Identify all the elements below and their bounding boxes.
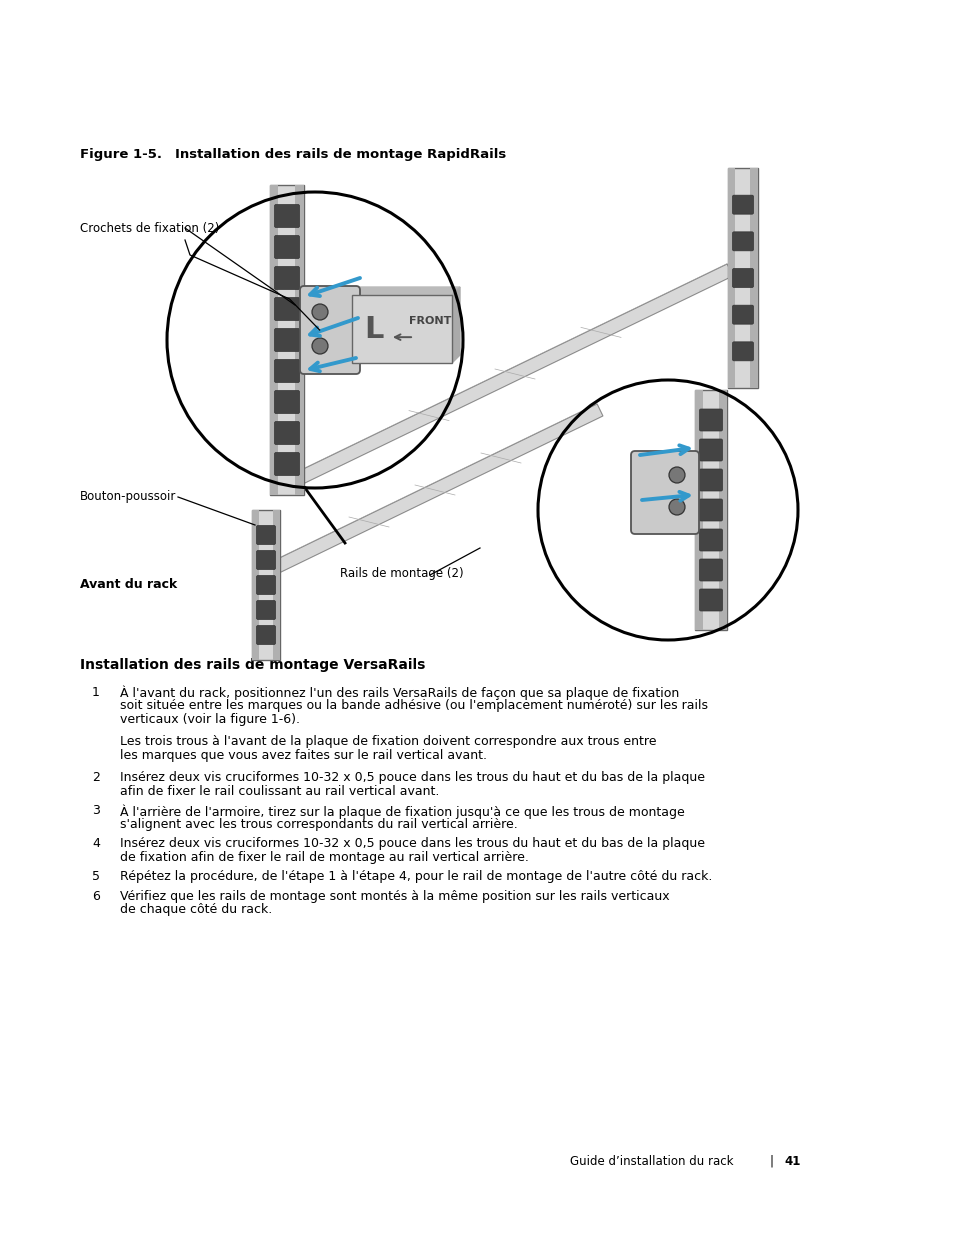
Text: Vérifiez que les rails de montage sont montés à la même position sur les rails v: Vérifiez que les rails de montage sont m… — [120, 890, 669, 903]
Text: À l'arrière de l'armoire, tirez sur la plaque de fixation jusqu'à ce que les tro: À l'arrière de l'armoire, tirez sur la p… — [120, 804, 684, 819]
FancyBboxPatch shape — [299, 287, 359, 374]
Bar — [750, 168, 758, 388]
Circle shape — [312, 304, 328, 320]
FancyBboxPatch shape — [256, 526, 275, 545]
FancyBboxPatch shape — [732, 232, 753, 251]
Bar — [719, 390, 726, 630]
Circle shape — [312, 338, 328, 354]
Text: Rails de montage (2): Rails de montage (2) — [339, 567, 463, 580]
Text: 1: 1 — [92, 685, 100, 699]
Text: Installation des rails de montage VersaRails: Installation des rails de montage VersaR… — [80, 658, 425, 672]
Polygon shape — [352, 287, 459, 295]
FancyBboxPatch shape — [256, 625, 275, 645]
FancyBboxPatch shape — [732, 195, 753, 214]
Text: verticaux (voir la figure 1-6).: verticaux (voir la figure 1-6). — [120, 713, 299, 726]
Bar — [273, 510, 280, 659]
FancyBboxPatch shape — [699, 409, 721, 431]
Text: L: L — [364, 315, 383, 343]
Text: FRONT: FRONT — [409, 316, 451, 326]
FancyBboxPatch shape — [256, 551, 275, 569]
Bar — [252, 510, 280, 659]
Text: Installation des rails de montage RapidRails: Installation des rails de montage RapidR… — [174, 148, 506, 161]
Polygon shape — [267, 404, 602, 576]
Text: de chaque côté du rack.: de chaque côté du rack. — [120, 904, 272, 916]
Polygon shape — [265, 404, 597, 569]
Polygon shape — [294, 264, 726, 477]
Text: Guide d’installation du rack: Guide d’installation du rack — [569, 1155, 733, 1168]
Text: Avant du rack: Avant du rack — [80, 578, 177, 592]
Text: 6: 6 — [92, 890, 100, 903]
FancyBboxPatch shape — [274, 205, 299, 227]
Circle shape — [668, 467, 684, 483]
FancyBboxPatch shape — [699, 469, 721, 492]
FancyBboxPatch shape — [274, 298, 299, 321]
Text: de fixation afin de fixer le rail de montage au rail vertical arrière.: de fixation afin de fixer le rail de mon… — [120, 851, 528, 864]
FancyBboxPatch shape — [274, 421, 299, 445]
FancyBboxPatch shape — [732, 342, 753, 361]
FancyBboxPatch shape — [732, 305, 753, 324]
FancyBboxPatch shape — [256, 600, 275, 620]
Polygon shape — [452, 287, 459, 363]
FancyBboxPatch shape — [274, 359, 299, 383]
FancyBboxPatch shape — [699, 559, 721, 580]
Text: Répétez la procédure, de l'étape 1 à l'étape 4, pour le rail de montage de l'aut: Répétez la procédure, de l'étape 1 à l'é… — [120, 871, 712, 883]
Text: Insérez deux vis cruciformes 10-32 x 0,5 pouce dans les trous du haut et du bas : Insérez deux vis cruciformes 10-32 x 0,5… — [120, 772, 704, 784]
FancyBboxPatch shape — [274, 390, 299, 414]
Text: 4: 4 — [92, 837, 100, 851]
Bar — [727, 168, 758, 388]
FancyBboxPatch shape — [699, 589, 721, 611]
Text: soit située entre les marques ou la bande adhésive (ou l'emplacement numéroté) s: soit située entre les marques ou la band… — [120, 699, 707, 713]
FancyBboxPatch shape — [352, 295, 452, 363]
FancyBboxPatch shape — [699, 529, 721, 551]
Polygon shape — [296, 264, 732, 484]
FancyBboxPatch shape — [274, 452, 299, 475]
FancyBboxPatch shape — [274, 267, 299, 289]
FancyBboxPatch shape — [732, 268, 753, 288]
FancyBboxPatch shape — [699, 438, 721, 461]
Bar — [695, 390, 702, 630]
Text: Insérez deux vis cruciformes 10-32 x 0,5 pouce dans les trous du haut et du bas : Insérez deux vis cruciformes 10-32 x 0,5… — [120, 837, 704, 851]
Text: 41: 41 — [783, 1155, 800, 1168]
Bar — [727, 168, 735, 388]
Circle shape — [668, 499, 684, 515]
Text: À l'avant du rack, positionnez l'un des rails VersaRails de façon que sa plaque : À l'avant du rack, positionnez l'un des … — [120, 685, 679, 700]
Text: 3: 3 — [92, 804, 100, 818]
Text: Les trois trous à l'avant de la plaque de fixation doivent correspondre aux trou: Les trois trous à l'avant de la plaque d… — [120, 736, 656, 748]
FancyBboxPatch shape — [256, 576, 275, 594]
Text: s'alignent avec les trous correspondants du rail vertical arrière.: s'alignent avec les trous correspondants… — [120, 818, 517, 831]
FancyBboxPatch shape — [274, 329, 299, 352]
FancyBboxPatch shape — [630, 451, 699, 534]
Text: |: | — [769, 1155, 773, 1168]
FancyBboxPatch shape — [274, 236, 299, 258]
Bar — [252, 510, 258, 659]
Text: les marques que vous avez faites sur le rail vertical avant.: les marques que vous avez faites sur le … — [120, 748, 486, 762]
Text: 5: 5 — [91, 871, 100, 883]
Text: Crochets de fixation (2): Crochets de fixation (2) — [80, 222, 219, 235]
Text: Bouton-poussoir: Bouton-poussoir — [80, 490, 176, 503]
Text: afin de fixer le rail coulissant au rail vertical avant.: afin de fixer le rail coulissant au rail… — [120, 785, 439, 798]
Text: Figure 1-5.: Figure 1-5. — [80, 148, 162, 161]
Text: 2: 2 — [92, 772, 100, 784]
Bar — [270, 185, 278, 495]
Bar — [295, 185, 304, 495]
Bar — [695, 390, 726, 630]
Bar — [270, 185, 304, 495]
FancyBboxPatch shape — [699, 499, 721, 521]
